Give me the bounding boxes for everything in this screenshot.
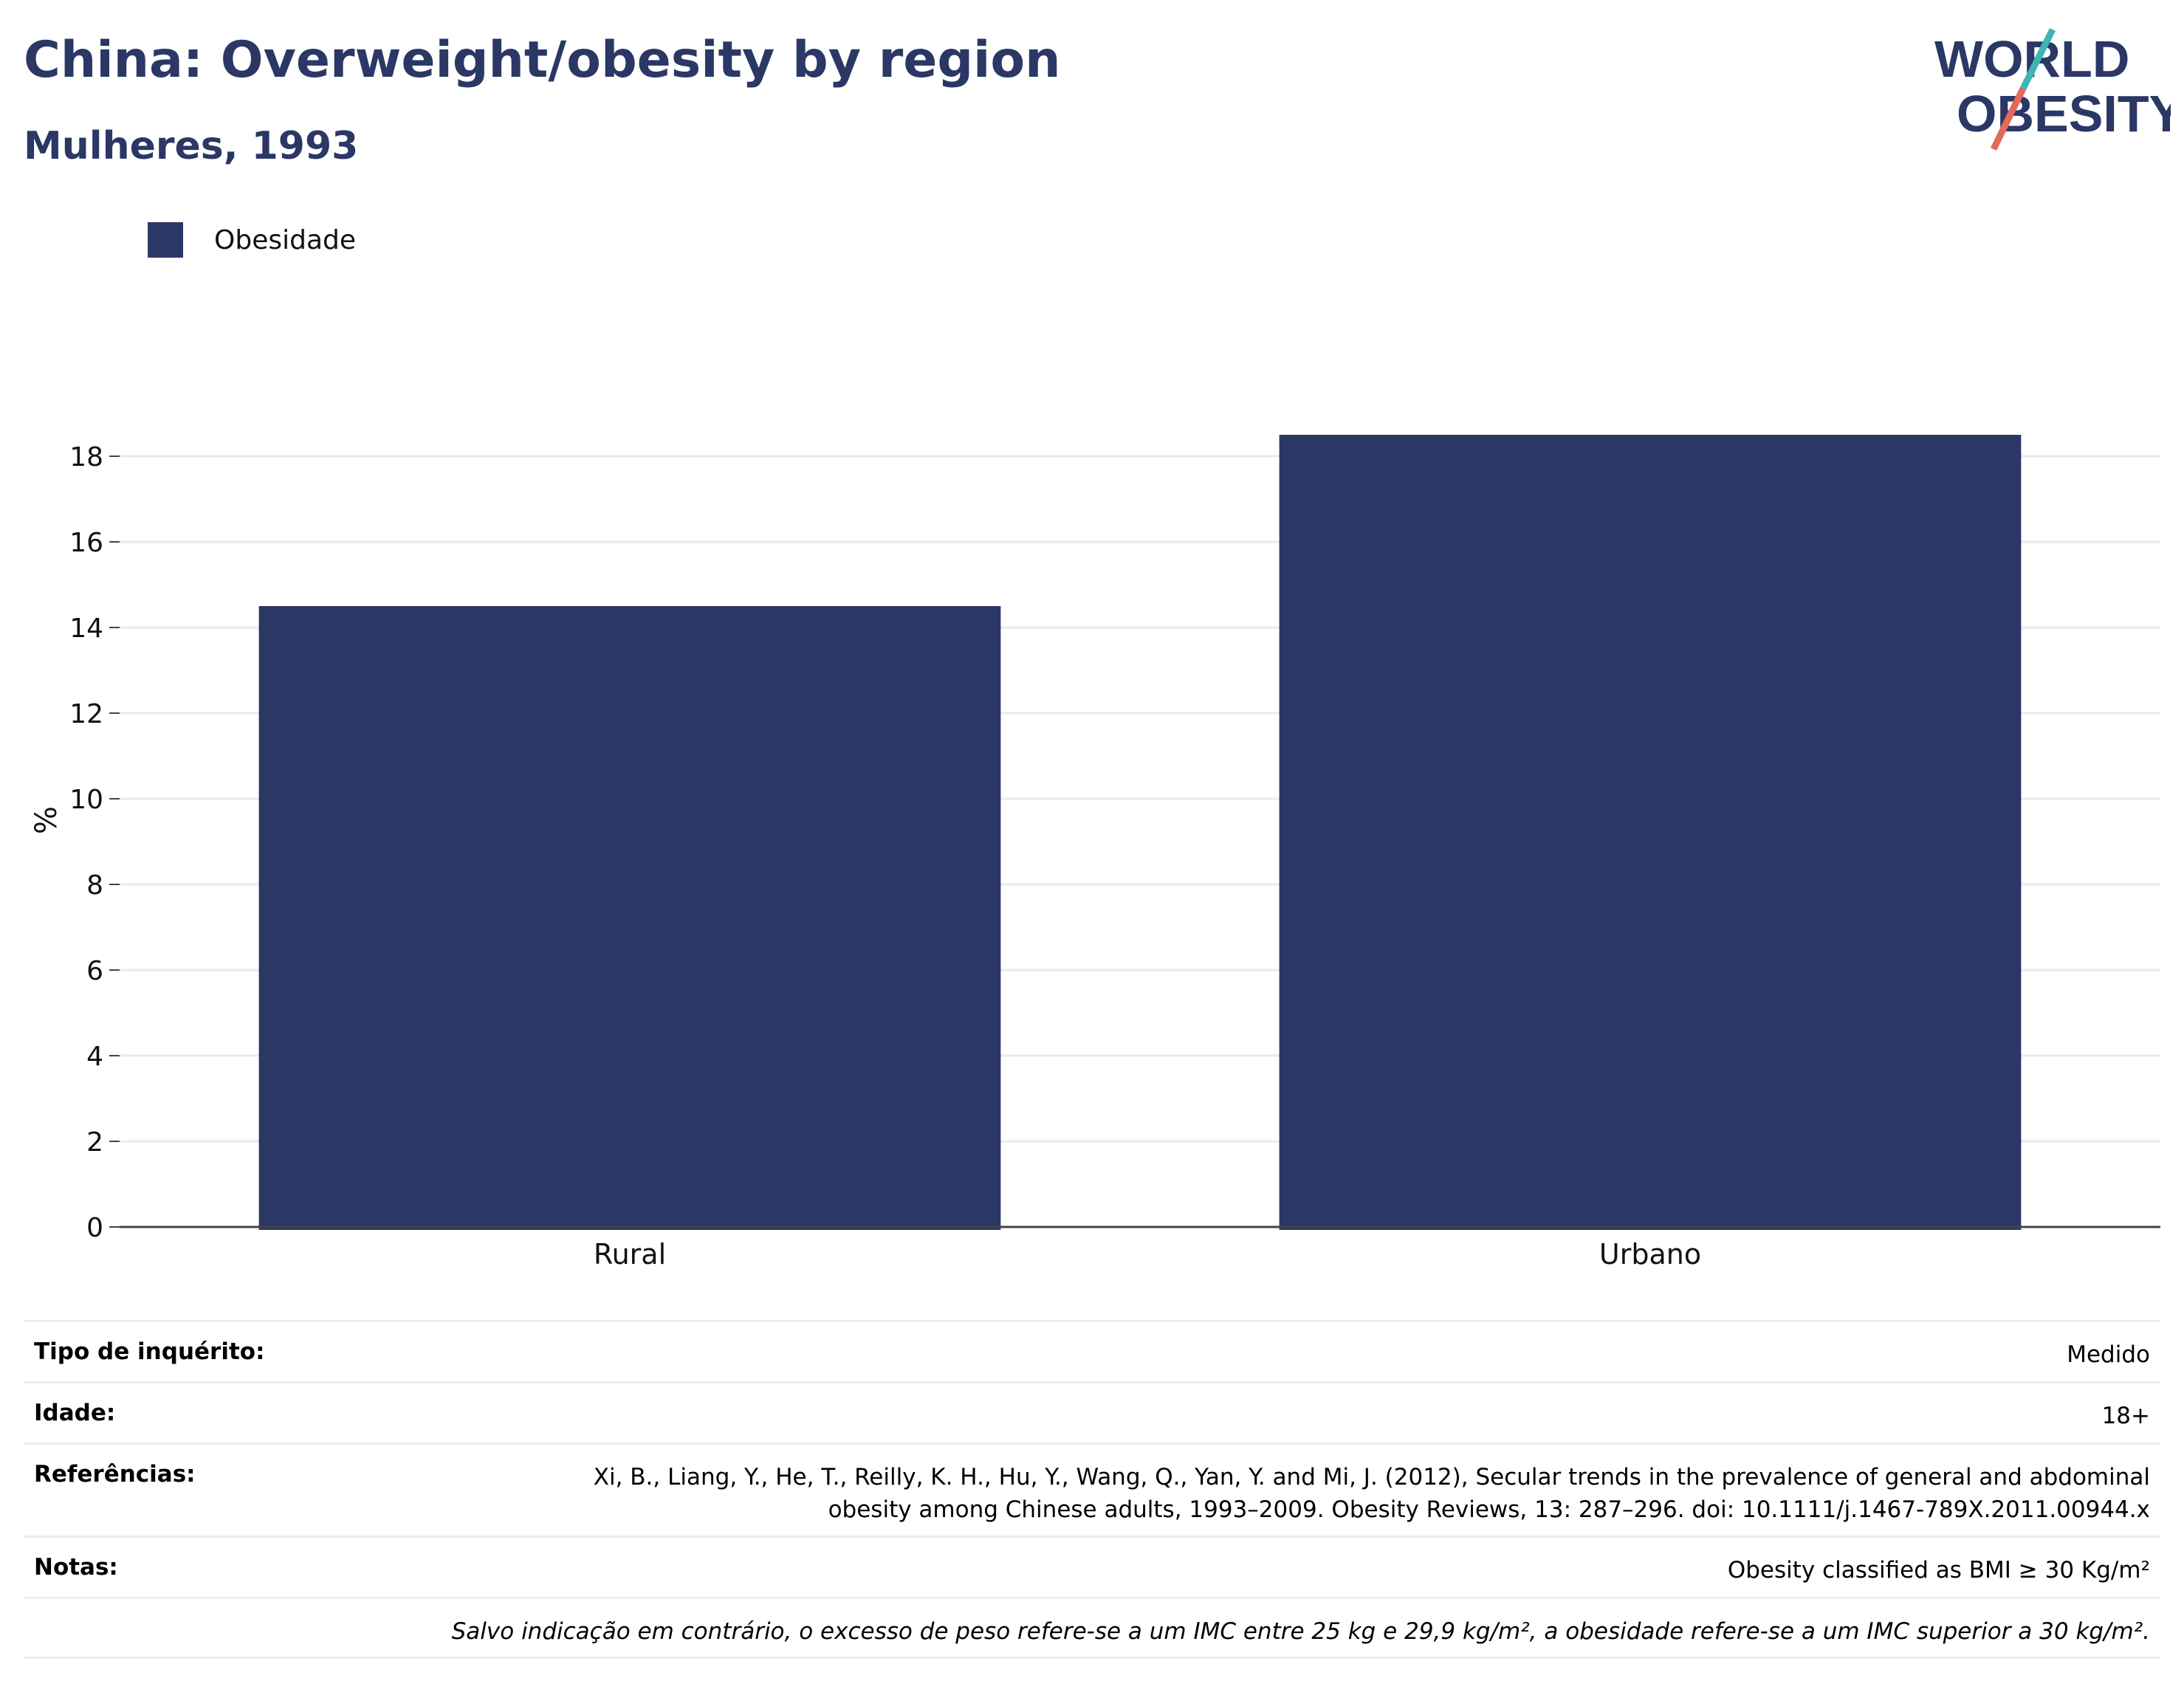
y-tick-label: 16 bbox=[69, 528, 103, 558]
age-label: Idade: bbox=[34, 1400, 116, 1426]
bar-chart: 0 2 4 6 8 10 12 14 16 18% Rural Urbano bbox=[30, 435, 2160, 1271]
survey-type-label: Tipo de inquérito: bbox=[34, 1338, 265, 1365]
references-line-2: obesity among Chinese adults, 1993–2009.… bbox=[828, 1496, 2150, 1523]
survey-type-row: Tipo de inquérito: Medido bbox=[24, 1320, 2160, 1381]
y-tick-label: 12 bbox=[69, 699, 103, 729]
chart-title: China: Overweight/obesity by region bbox=[24, 31, 1061, 89]
y-tick-label: 2 bbox=[86, 1127, 103, 1158]
logo-word-world: WORLD bbox=[1934, 30, 2129, 88]
y-axis-label: % bbox=[30, 806, 63, 834]
y-tick-label: 8 bbox=[86, 870, 103, 901]
footnote: Salvo indicação em contrário, o excesso … bbox=[451, 1618, 2150, 1645]
references-label: Referências: bbox=[34, 1461, 196, 1488]
x-tick-label: Urbano bbox=[1599, 1238, 1701, 1271]
x-tick-label: Rural bbox=[594, 1238, 666, 1271]
y-tick-label: 0 bbox=[86, 1213, 103, 1243]
survey-type-value: Medido bbox=[2067, 1341, 2150, 1368]
chart-subtitle: Mulheres, 1993 bbox=[24, 124, 359, 168]
y-tick-label: 14 bbox=[69, 613, 103, 644]
logo-slash-coral bbox=[1990, 87, 2027, 151]
references-line-1: Xi, B., Liang, Y., He, T., Reilly, K. H.… bbox=[593, 1464, 2150, 1491]
bar-urbano bbox=[1279, 435, 2022, 1230]
logo-word-obesity: OBESITY bbox=[1957, 85, 2171, 142]
y-tick-label: 10 bbox=[69, 785, 103, 815]
y-tick-label: 6 bbox=[86, 956, 103, 986]
legend-swatch-obesidade bbox=[148, 222, 183, 258]
notes-value: Obesity classified as BMI ≥ 30 Kg/m² bbox=[1727, 1557, 2150, 1584]
references-row: Referências: Xi, B., Liang, Y., He, T., … bbox=[24, 1443, 2160, 1536]
notes-label: Notas: bbox=[34, 1554, 118, 1581]
references-value: Xi, B., Liang, Y., He, T., Reilly, K. H.… bbox=[594, 1461, 2160, 1526]
age-row: Idade: 18+ bbox=[24, 1381, 2160, 1443]
logo-slash-teal bbox=[2019, 27, 2056, 91]
y-tick-label: 18 bbox=[69, 442, 103, 472]
age-value: 18+ bbox=[2101, 1403, 2150, 1429]
footnote-row: Salvo indicação em contrário, o excesso … bbox=[24, 1597, 2160, 1659]
legend-label-obesidade: Obesidade bbox=[214, 224, 357, 255]
notes-row: Notas: Obesity classified as BMI ≥ 30 Kg… bbox=[24, 1536, 2160, 1597]
y-tick-label: 4 bbox=[86, 1042, 103, 1072]
chart-legend[interactable]: Obesidade bbox=[148, 221, 356, 258]
bar-rural bbox=[258, 606, 1001, 1230]
world-obesity-logo: WORLD OBESITY bbox=[1934, 27, 2171, 151]
metadata-table: Tipo de inquérito: Medido Idade: 18+ Ref… bbox=[24, 1320, 2160, 1659]
